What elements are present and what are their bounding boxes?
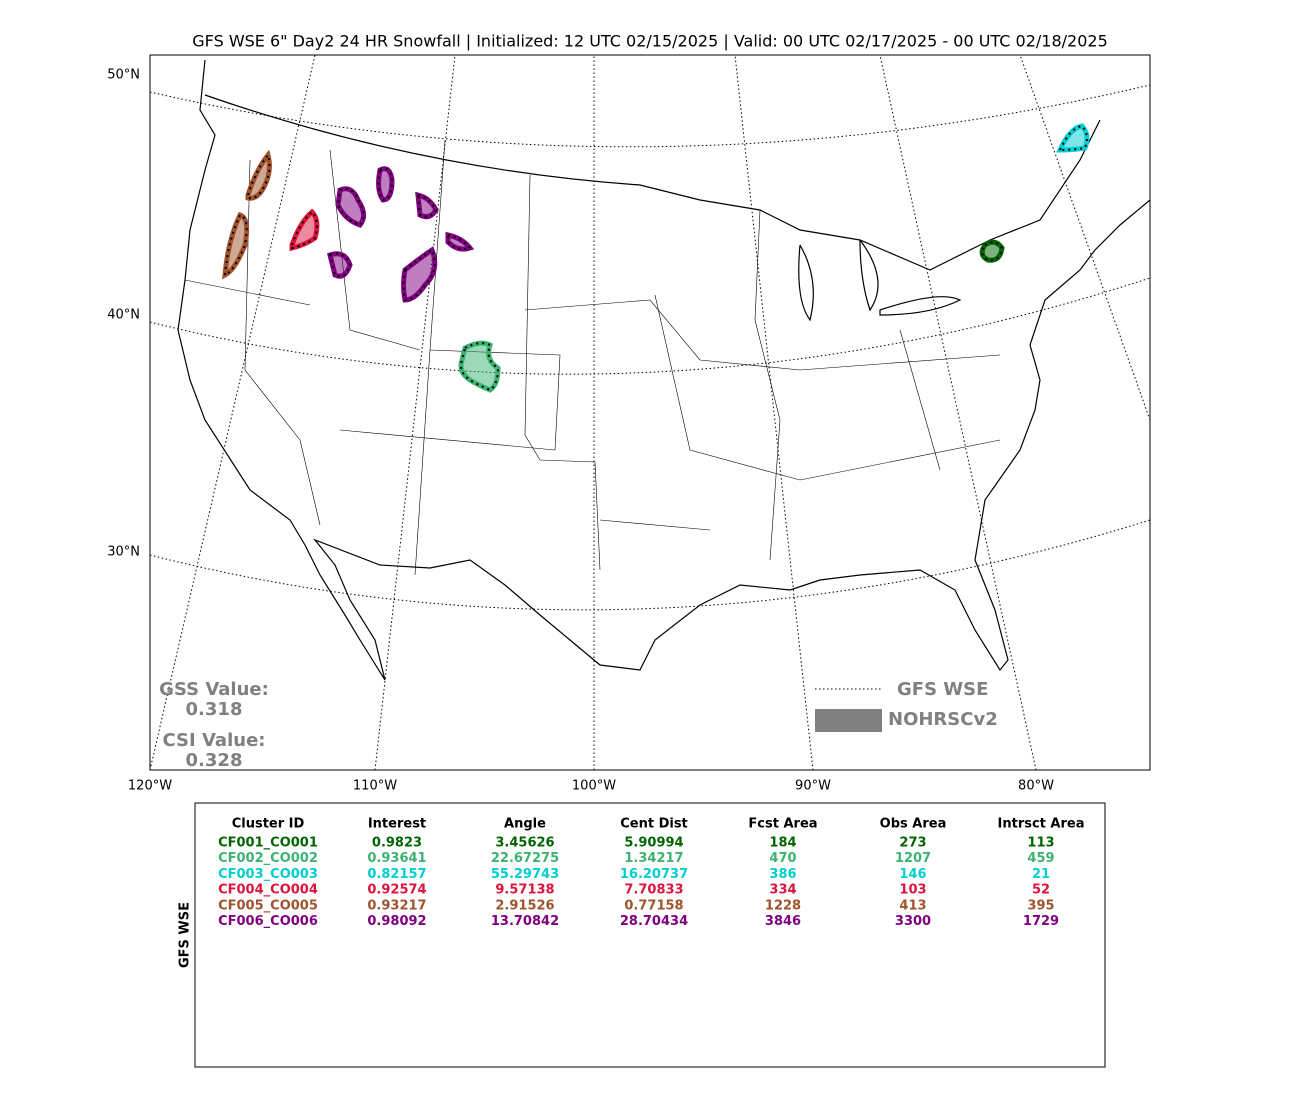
table-cell: 52	[1032, 883, 1050, 898]
fcst-outline	[289, 208, 320, 252]
legend-swatch	[815, 709, 882, 732]
column-header: Cluster ID	[232, 817, 305, 832]
intersect-outline	[981, 241, 1004, 262]
table-cell: 0.93641	[367, 851, 426, 866]
obs-area	[338, 188, 364, 225]
table-cell: 0.92574	[367, 883, 426, 898]
table-cell: CF006_CO006	[218, 914, 318, 929]
table-cell: 0.98092	[367, 914, 426, 929]
fcst-outline	[376, 166, 395, 203]
obs-area	[1060, 126, 1087, 150]
map: 50°N 40°N 30°N 120°W 110°W 100°W 90°W 80°W GFS W…	[107, 54, 1151, 794]
lon-label: 80°W	[1018, 779, 1054, 794]
table-frame	[194, 802, 1106, 1068]
table-cell: CF001_CO001	[218, 836, 318, 851]
table-cell: 459	[1027, 851, 1054, 866]
clusters	[222, 123, 1090, 393]
legend-label: GFS WSE	[897, 679, 988, 700]
stat-label: CSI Value:	[163, 730, 266, 751]
table-cell: 28.70434	[620, 914, 688, 929]
table-side-label: GFS WSE	[178, 902, 193, 968]
column-header: Cent Dist	[620, 817, 688, 832]
map-labels: 50°N 40°N 30°N 120°W 110°W 100°W 90°W 80°W GFS W…	[107, 68, 1054, 794]
table-cell: 1228	[765, 898, 801, 913]
column-header: Interest	[368, 817, 426, 832]
stat-value: 0.328	[186, 750, 243, 771]
table-cell: 273	[899, 836, 926, 851]
table-cell: 5.90994	[624, 836, 683, 851]
table-cell: 184	[769, 836, 796, 851]
map-frame	[149, 54, 1151, 771]
table-cell: 3.45626	[495, 836, 554, 851]
table-cell: 470	[769, 851, 796, 866]
table-cell: 395	[1027, 898, 1054, 913]
table-cell: 386	[769, 867, 796, 882]
border	[204, 94, 1101, 271]
legend-label: NOHRSCv2	[888, 709, 998, 730]
table-cell: 103	[899, 883, 926, 898]
table-cell: CF002_CO002	[218, 851, 318, 866]
lon-label: 120°W	[128, 779, 172, 794]
table-cell: 0.77158	[624, 898, 683, 913]
obs-area	[418, 195, 436, 217]
table-cell: 0.93217	[367, 898, 426, 913]
table-cell: 13.70842	[491, 914, 559, 929]
table-cell: 146	[899, 867, 926, 882]
table-cell: 55.29743	[491, 867, 559, 882]
table-cell: 334	[769, 883, 796, 898]
lat-label: 40°N	[107, 308, 140, 323]
intersect-outline	[328, 252, 352, 278]
table-cell: 3300	[895, 914, 931, 929]
lon-label: 100°W	[572, 779, 616, 794]
table-cell: 22.67275	[491, 851, 559, 866]
table-cell: CF003_CO003	[218, 867, 318, 882]
table-cell: 16.20737	[620, 867, 688, 882]
title: GFS WSE 6" Day2 24 HR Snowfall | Initial…	[192, 32, 1108, 51]
table-cell: 9.57138	[495, 883, 554, 898]
state-lines	[184, 139, 1001, 576]
stat-label: GSS Value:	[159, 679, 269, 700]
table-cell: 113	[1027, 836, 1054, 851]
column-header: Fcst Area	[748, 817, 817, 832]
obs-area	[248, 155, 270, 199]
table-cell: 1729	[1023, 914, 1059, 929]
table-cell: 0.82157	[367, 867, 426, 882]
table-cell: 413	[899, 898, 926, 913]
intersect-outline	[447, 233, 472, 251]
lon-label: 90°W	[795, 779, 831, 794]
lat-label: 30°N	[107, 545, 140, 560]
fcst-outline	[1056, 123, 1090, 153]
column-header: Intrsct Area	[998, 817, 1085, 832]
table-cell: CF005_CO005	[218, 898, 318, 913]
intersect-outline	[416, 193, 438, 218]
column-header: Angle	[504, 817, 546, 832]
fcst-outline	[335, 186, 366, 228]
table: Cluster ID Interest Angle Cent Dist Fcst Are…	[218, 817, 1084, 930]
intersect-outline	[223, 213, 248, 277]
table-cell: 7.70833	[624, 883, 683, 898]
table-cell: 2.91526	[495, 898, 554, 913]
intersect-outline	[247, 152, 271, 200]
table-cell: 3846	[765, 914, 801, 929]
column-header: Obs Area	[880, 817, 947, 832]
table-cell: CF004_CO004	[218, 883, 318, 898]
great-lakes	[798, 239, 962, 322]
lon-label: 110°W	[353, 779, 397, 794]
table-cell: 0.9823	[372, 836, 422, 851]
obs-area	[225, 215, 247, 275]
intersect-outline	[402, 248, 436, 302]
table-cell: 1207	[895, 851, 931, 866]
stat-value: 0.318	[186, 699, 243, 720]
obs-area	[403, 250, 435, 300]
lat-label: 50°N	[107, 68, 140, 83]
intersect-outline	[460, 342, 500, 392]
table-cell: 1.34217	[624, 851, 683, 866]
table-cell: 21	[1032, 867, 1050, 882]
coastline	[177, 59, 1151, 681]
